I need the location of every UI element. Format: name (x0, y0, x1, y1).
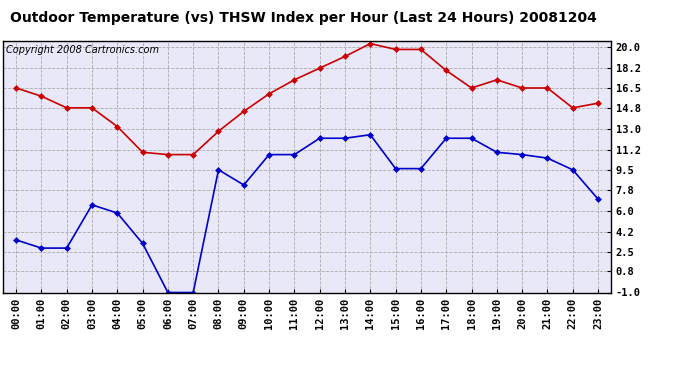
Text: Outdoor Temperature (vs) THSW Index per Hour (Last 24 Hours) 20081204: Outdoor Temperature (vs) THSW Index per … (10, 11, 597, 25)
Text: Copyright 2008 Cartronics.com: Copyright 2008 Cartronics.com (6, 45, 159, 55)
